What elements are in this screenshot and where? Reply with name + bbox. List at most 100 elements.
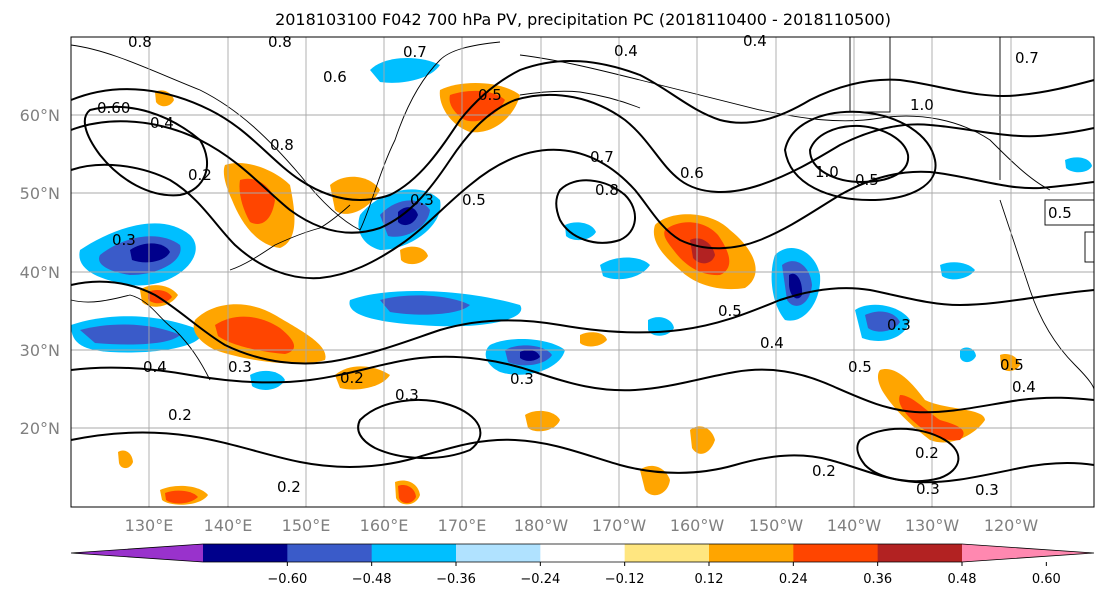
longitude-labels: 130°E 140°E 150°E 160°E 170°E 180°W 170°… bbox=[125, 516, 1039, 535]
lon-label: 140°W bbox=[827, 516, 882, 535]
lat-label: 60°N bbox=[20, 106, 60, 125]
pos-anomaly-east-subtropics-core bbox=[899, 395, 964, 441]
contour-label: 0.5 bbox=[848, 358, 872, 376]
colorbar-bin bbox=[877, 544, 963, 562]
colorbar-outline bbox=[70, 543, 1095, 563]
pos-anomaly-small-9 bbox=[330, 176, 380, 214]
lon-label: 130°E bbox=[125, 516, 174, 535]
neg-anomaly-small-1 bbox=[600, 257, 650, 280]
contour-label: 1.0 bbox=[910, 96, 934, 114]
contour-label: 0.5 bbox=[855, 171, 879, 189]
colorbar bbox=[70, 543, 1095, 563]
colorbar-bin bbox=[456, 544, 541, 562]
coastlines bbox=[70, 36, 1095, 391]
coastline-aleutians bbox=[519, 90, 641, 109]
lon-label: 150°W bbox=[749, 516, 804, 535]
colorbar-bin bbox=[709, 544, 794, 562]
map-panel: 0.8 0.7 0.4 0.4 0.7 0.6 0.60 0.4 0.8 1.0… bbox=[70, 32, 1095, 508]
colorbar-tick-label: −0.36 bbox=[436, 572, 476, 587]
pv-contour-5 bbox=[70, 355, 1095, 414]
colorbar-tick-label: 0.60 bbox=[1032, 572, 1061, 587]
pv-contour-east-cell bbox=[856, 427, 960, 483]
contour-label: 0.5 bbox=[462, 191, 486, 209]
contour-label: 0.5 bbox=[478, 86, 502, 104]
contour-label: 0.7 bbox=[590, 148, 614, 166]
contour-label: 0.4 bbox=[143, 358, 167, 376]
neg-anomaly-subtropical-east-core bbox=[865, 311, 900, 332]
colorbar-tick-label: 0.24 bbox=[779, 572, 808, 587]
contour-label: 0.4 bbox=[150, 114, 174, 132]
map-frame bbox=[70, 36, 1095, 508]
pv-contour-4 bbox=[70, 280, 1095, 365]
pos-anomaly-small-6 bbox=[398, 485, 416, 504]
lat-label: 20°N bbox=[20, 419, 60, 438]
pos-anomaly-small-8 bbox=[148, 289, 172, 304]
colorbar-tick-label: −0.12 bbox=[605, 572, 645, 587]
neg-anomaly-central-pacific-center bbox=[520, 349, 540, 361]
contour-label: 0.3 bbox=[975, 481, 999, 499]
neg-anomaly-small-2 bbox=[250, 370, 285, 390]
pos-anomaly-east-subtropics bbox=[877, 369, 985, 443]
colorbar-ticks: −0.60 −0.48 −0.36 −0.24 −0.12 0.12 0.24 0.36 0.4… bbox=[267, 562, 1061, 587]
precip-shading bbox=[71, 58, 1092, 505]
colorbar-tick-label: 0.36 bbox=[863, 572, 892, 587]
colorbar-bin bbox=[540, 544, 626, 562]
colorbar-tick-label: 0.48 bbox=[948, 572, 977, 587]
colorbar-bin bbox=[624, 544, 710, 562]
neg-anomaly-small-3 bbox=[940, 262, 975, 280]
contour-label: 0.2 bbox=[915, 444, 939, 462]
contour-label: 0.6 bbox=[323, 68, 347, 86]
neg-anomaly-small-5 bbox=[565, 222, 596, 241]
latitude-labels: 60°N 50°N 40°N 30°N 20°N bbox=[20, 106, 60, 438]
contour-label: 0.2 bbox=[340, 369, 364, 387]
neg-anomaly-small-4 bbox=[960, 347, 976, 363]
lon-label: 130°W bbox=[905, 516, 960, 535]
pv-contour-6 bbox=[70, 431, 1095, 484]
neg-anomaly-east-china-center bbox=[130, 243, 170, 263]
contour-label: 0.3 bbox=[395, 386, 419, 404]
colorbar-bin bbox=[371, 544, 457, 562]
pv-contours bbox=[70, 59, 1095, 484]
contour-label: 0.8 bbox=[595, 181, 619, 199]
neg-anomaly-alaska-gulf bbox=[370, 58, 440, 83]
lon-label: 170°E bbox=[438, 516, 487, 535]
contour-label: 0.2 bbox=[188, 166, 212, 184]
lon-label: 140°E bbox=[204, 516, 253, 535]
contour-label: 0.7 bbox=[403, 43, 427, 61]
colorbar-tick-label: −0.24 bbox=[520, 572, 560, 587]
coastline-china bbox=[70, 294, 211, 381]
colorbar-tick-label: −0.48 bbox=[352, 572, 392, 587]
pos-anomaly-small-2 bbox=[525, 410, 560, 432]
contour-label: 0.4 bbox=[743, 32, 767, 50]
colorbar-bin bbox=[287, 544, 373, 562]
lat-label: 30°N bbox=[20, 341, 60, 360]
pv-contour-central-ridge bbox=[555, 179, 636, 244]
pv-contour-1 bbox=[70, 59, 1095, 201]
coastline-alaska bbox=[519, 54, 1051, 191]
colorbar-bin bbox=[793, 544, 879, 562]
lat-label: 40°N bbox=[20, 263, 60, 282]
pv-contour-subtropical-cell bbox=[357, 399, 482, 460]
lon-label: 120°W bbox=[984, 516, 1039, 535]
colorbar-tick-label: −0.60 bbox=[267, 572, 307, 587]
lon-label: 180°W bbox=[514, 516, 569, 535]
coastline-north-america-west bbox=[999, 199, 1095, 391]
contour-label: 0.2 bbox=[277, 478, 301, 496]
contour-label: 0.3 bbox=[112, 231, 136, 249]
neg-anomaly-small-6 bbox=[1065, 157, 1092, 173]
colorbar-tick-label: 0.12 bbox=[695, 572, 724, 587]
contour-label: 0.2 bbox=[168, 406, 192, 424]
pos-anomaly-japan-core bbox=[215, 316, 295, 354]
pos-anomaly-small-12 bbox=[400, 246, 428, 265]
contour-label: 0.3 bbox=[510, 370, 534, 388]
pos-anomaly-small-14 bbox=[118, 450, 133, 469]
contour-label: 0.3 bbox=[410, 191, 434, 209]
contour-label: 0.5 bbox=[1048, 204, 1072, 222]
colorbar-extend-max bbox=[962, 544, 1094, 562]
contour-label: 0.3 bbox=[887, 316, 911, 334]
lon-label: 160°E bbox=[360, 516, 409, 535]
lon-label: 150°E bbox=[282, 516, 331, 535]
contour-label: 0.8 bbox=[268, 33, 292, 51]
contour-label: 0.5 bbox=[1000, 356, 1024, 374]
